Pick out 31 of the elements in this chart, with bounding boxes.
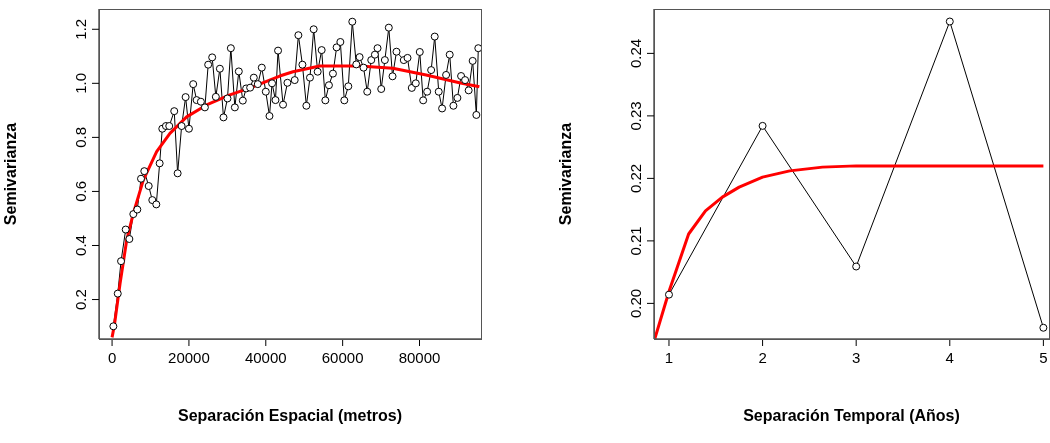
point (758, 121, 767, 130)
y-tick-label: 0.21 (627, 226, 644, 256)
x-tick-label: 40000 (244, 348, 287, 366)
point (852, 262, 861, 271)
point (945, 17, 954, 26)
y-tick-label: 0.4 (72, 235, 89, 256)
x-tick-label: 2 (758, 348, 767, 366)
y-tick-label: 0.23 (627, 101, 644, 131)
y-tick-label: 0.22 (627, 163, 644, 193)
point (664, 290, 673, 299)
x-tick-label: 3 (852, 348, 861, 366)
x-tick-label: 80000 (398, 348, 441, 366)
line-series (654, 164, 1045, 339)
x-tick-label: 0 (107, 348, 117, 366)
y-tick-label: 0.24 (627, 38, 644, 68)
x-tick-label: 60000 (321, 348, 364, 366)
y-tick-label: 1.0 (72, 72, 89, 94)
y-axis-title: Semivarianza (1, 122, 19, 226)
y-tick-label: 0.6 (72, 181, 89, 202)
x-axis-title: Separación Espacial (metros) (177, 407, 403, 424)
y-tick-label: 1.2 (72, 18, 89, 40)
y-tick-label: 0.2 (72, 289, 89, 310)
x-tick-label: 5 (1039, 348, 1048, 366)
y-tick-label: 0.8 (72, 126, 89, 148)
x-tick-label: 4 (945, 348, 954, 366)
x-tick-label: 1 (664, 348, 674, 366)
point (1039, 323, 1048, 332)
y-axis-title: Semivarianza (556, 122, 574, 226)
y-tick-label: 0.20 (627, 288, 644, 318)
x-axis-title: Separación Temporal (Años) (743, 407, 960, 424)
x-tick-label: 20000 (168, 348, 210, 366)
